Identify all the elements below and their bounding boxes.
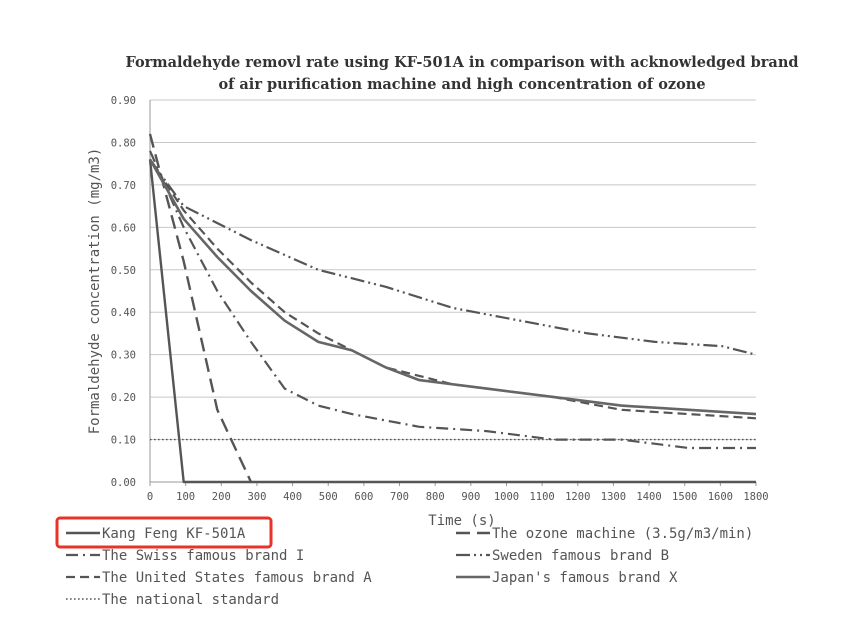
x-tick-label: 1100	[529, 491, 554, 503]
axes: 0.00 0.10 0.20 0.30 0.40 0.50 0.60 0.70 0.80 0.90…	[111, 95, 769, 503]
series-line	[149, 158, 757, 420]
series-line	[148, 158, 757, 416]
y-axis-label: Formaldehyde concentration (mg/m3)	[87, 148, 103, 435]
legend-label: Kang Feng KF-501A	[102, 526, 246, 542]
legend: Kang Feng KF-501A The ozone machine (3.5g…	[55, 516, 753, 608]
x-tick-label: 900	[461, 491, 480, 503]
y-tick-label: 0.60	[111, 222, 136, 234]
series-line	[148, 133, 253, 483]
y-tick-label: 0.90	[111, 95, 136, 107]
x-tick-label: 500	[319, 491, 338, 503]
x-tick-label: 100	[176, 491, 195, 503]
y-tick-label: 0.30	[111, 350, 136, 362]
chart-title-line-2: of air purification machine and high con…	[218, 76, 705, 93]
series-line	[149, 158, 757, 356]
x-tick-label: 1800	[743, 491, 768, 503]
legend-label: The national standard	[102, 592, 279, 608]
x-tick-label: 1200	[565, 491, 590, 503]
y-tick-label: 0.00	[111, 477, 136, 489]
x-tick-label: 300	[247, 491, 266, 503]
y-tick-label: 0.10	[111, 435, 136, 447]
legend-label: Sweden famous brand B	[492, 548, 669, 564]
x-tick-label: 200	[212, 491, 231, 503]
legend-highlight-box	[55, 516, 273, 549]
x-tick-label: 400	[283, 491, 302, 503]
series-lines	[148, 133, 757, 484]
x-tick-label: 1300	[601, 491, 626, 503]
gridlines	[150, 99, 756, 441]
y-tick-label: 0.40	[111, 307, 136, 319]
series-line	[148, 159, 756, 484]
y-tick-label: 0.20	[111, 392, 136, 404]
y-tick-label: 0.80	[111, 137, 136, 149]
y-tick-label: 0.50	[111, 265, 136, 277]
x-tick-label: 1500	[672, 491, 697, 503]
legend-label: The Swiss famous brand I	[102, 548, 304, 564]
x-tick-label: 700	[390, 491, 409, 503]
x-tick-label: 1000	[494, 491, 519, 503]
legend-label: The ozone machine (3.5g/m3/min)	[492, 526, 753, 542]
series-line	[148, 150, 756, 450]
y-tick-label: 0.70	[111, 180, 136, 192]
legend-label: The United States famous brand A	[102, 570, 372, 586]
legend-label: Japan's famous brand X	[492, 570, 678, 586]
x-axis-label: Time (s)	[428, 513, 495, 529]
x-tick-label: 800	[426, 491, 445, 503]
x-tick-label: 600	[354, 491, 373, 503]
x-tick-label: 1600	[708, 491, 733, 503]
x-tick-label: 0	[147, 491, 153, 503]
chart-title-line-1: Formaldehyde removl rate using KF-501A i…	[125, 54, 798, 71]
x-tick-label: 1400	[636, 491, 661, 503]
